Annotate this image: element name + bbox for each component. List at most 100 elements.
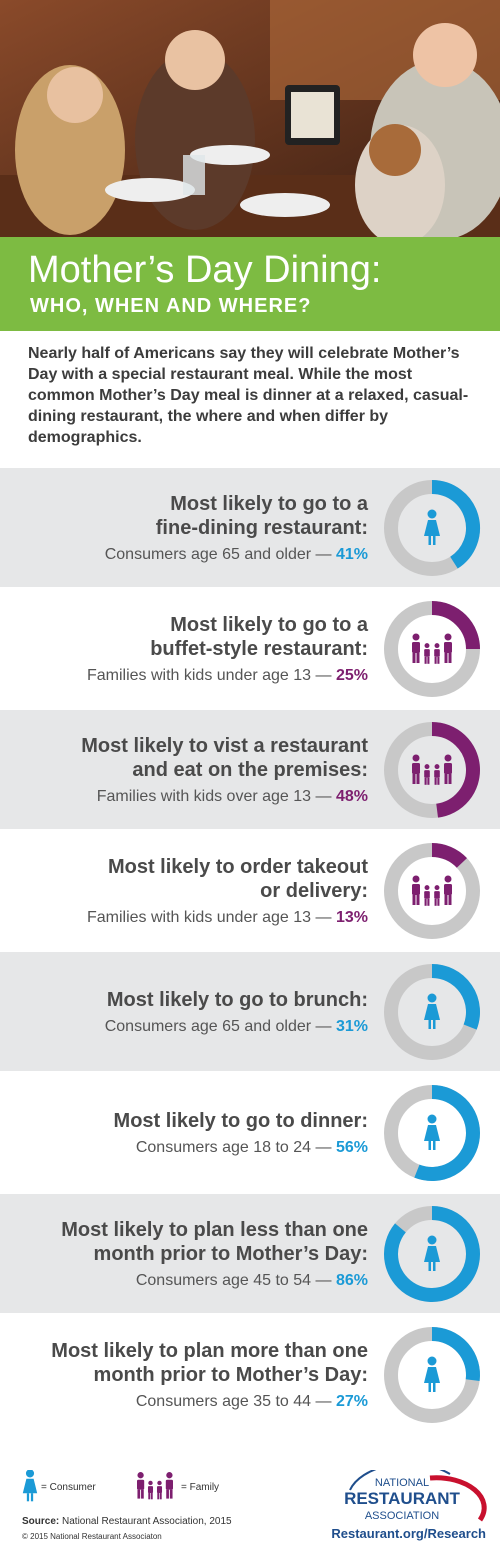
icon-part — [157, 1493, 160, 1500]
logo: NATIONAL RESTAURANT ASSOCIATION — [344, 1470, 487, 1522]
item-title: fine-dining restaurant: — [155, 516, 368, 539]
legend-item: = Consumer — [22, 1470, 96, 1504]
item-title: Most likely to go to dinner: — [113, 1109, 368, 1132]
icon-part — [416, 653, 420, 663]
item: Most likely to plan more than one month p… — [0, 1315, 500, 1434]
item: Most likely to go to dinner: Consumers ag… — [0, 1073, 500, 1192]
group-label: Families with kids under age 13 — — [86, 666, 332, 684]
icon-part — [427, 1356, 437, 1366]
donut — [384, 1206, 480, 1302]
icon — [412, 633, 452, 664]
icon-part — [424, 643, 430, 649]
value-label: 27% — [335, 1392, 368, 1410]
icon-part — [416, 895, 420, 905]
item-list: Most likely to go to a fine-dining restau… — [0, 468, 500, 1436]
group-label: Families with kids over age 13 — — [96, 787, 332, 805]
icon-part — [424, 777, 427, 785]
item-title: Most likely to go to a — [170, 613, 368, 636]
value-label: 86% — [335, 1271, 368, 1289]
icon-part — [427, 1235, 437, 1245]
icon-part — [448, 895, 452, 905]
icon-part — [437, 777, 440, 785]
logo-line: ASSOCIATION — [365, 1510, 439, 1522]
photo — [0, 0, 500, 237]
icon-part — [166, 1489, 169, 1499]
icon-part — [412, 875, 420, 883]
item-text: Most likely to go to brunch: Consumers ag… — [105, 988, 368, 1036]
value-label: 48% — [335, 787, 368, 805]
item-text: Most likely to plan less than one month p… — [61, 1218, 368, 1290]
icon-part — [444, 653, 448, 663]
donut-arc — [431, 1327, 480, 1382]
item-title: Most likely to go to a — [170, 492, 368, 515]
icon-part — [141, 1489, 144, 1499]
icon-part — [166, 1472, 173, 1479]
icon-part — [434, 643, 440, 649]
donut — [384, 601, 480, 697]
icon-part — [428, 1383, 431, 1392]
link[interactable]: Restaurant.org/Research — [331, 1526, 486, 1541]
icon-part — [169, 1489, 173, 1499]
icon — [412, 875, 452, 906]
legend-label: = Family — [181, 1481, 220, 1493]
source-text: National Restaurant Association, 2015 — [62, 1516, 232, 1527]
icon-part — [428, 536, 431, 545]
item-title: Most likely to vist a restaurant — [81, 734, 368, 757]
icon-part — [444, 884, 452, 895]
icon-part — [424, 1246, 440, 1262]
value-label: 56% — [335, 1138, 368, 1156]
icon-part — [412, 895, 416, 905]
icon — [424, 509, 440, 545]
icon-part — [412, 653, 416, 663]
item-text: Most likely to go to a fine-dining restau… — [105, 492, 368, 564]
group-label: Consumers age 65 and older — — [104, 545, 332, 563]
donut — [384, 1327, 480, 1423]
icon-part — [147, 1486, 154, 1494]
item: Most likely to go to a buffet-style resta… — [0, 589, 500, 708]
icon-part — [22, 1478, 38, 1494]
legend-label: = Consumer — [41, 1481, 96, 1493]
donut-arc — [384, 1206, 480, 1302]
icon-part — [424, 1125, 440, 1141]
legend-icon — [137, 1472, 173, 1500]
group-label: Consumers age 65 and older — — [104, 1017, 332, 1035]
icon-part — [412, 884, 420, 895]
icon-part — [437, 898, 440, 906]
icon-part — [30, 1493, 34, 1502]
icon-part — [416, 774, 420, 784]
icon-part — [424, 898, 427, 906]
item-title: Most likely to order takeout — [107, 855, 368, 878]
copyright: © 2015 National Restaurant Associaton — [22, 1532, 162, 1541]
item-subtitle: Consumers age 35 to 44 — 27% — [51, 1393, 368, 1411]
icon-part — [424, 656, 427, 664]
icon-part — [427, 777, 430, 785]
item-text: Most likely to go to a buffet-style resta… — [87, 613, 368, 685]
item-title: Most likely to go to brunch: — [106, 988, 368, 1011]
item-subtitle: Consumers age 18 to 24 — 56% — [114, 1139, 368, 1157]
item-text: Most likely to plan more than one month p… — [51, 1339, 368, 1411]
value-label: 13% — [335, 908, 368, 926]
icon-part — [424, 764, 430, 770]
icon-part — [444, 763, 452, 774]
intro: Nearly half of Americans say they will c… — [28, 345, 469, 446]
donut — [384, 1085, 480, 1181]
icon-part — [137, 1479, 145, 1490]
icon-part — [157, 1480, 162, 1486]
icon-part — [137, 1489, 141, 1499]
icon-part — [434, 656, 437, 664]
group-label: Consumers age 45 to 54 — — [135, 1271, 332, 1289]
subtitle: WHO, WHEN AND WHERE? — [30, 295, 312, 317]
title: Mother’s Day Dining: — [28, 249, 382, 291]
icon-part — [427, 509, 437, 519]
item-subtitle: Families with kids under age 13 — 25% — [87, 667, 368, 685]
icon-part — [424, 770, 430, 778]
donut — [384, 480, 480, 576]
item-text: Most likely to vist a restaurant and eat … — [81, 734, 368, 806]
icon-part — [444, 895, 448, 905]
icon-part — [444, 875, 452, 883]
item-title: month prior to Mother’s Day: — [93, 1242, 368, 1265]
item-title: or delivery: — [260, 879, 368, 902]
icon — [424, 1356, 440, 1392]
icon-part — [444, 774, 448, 784]
